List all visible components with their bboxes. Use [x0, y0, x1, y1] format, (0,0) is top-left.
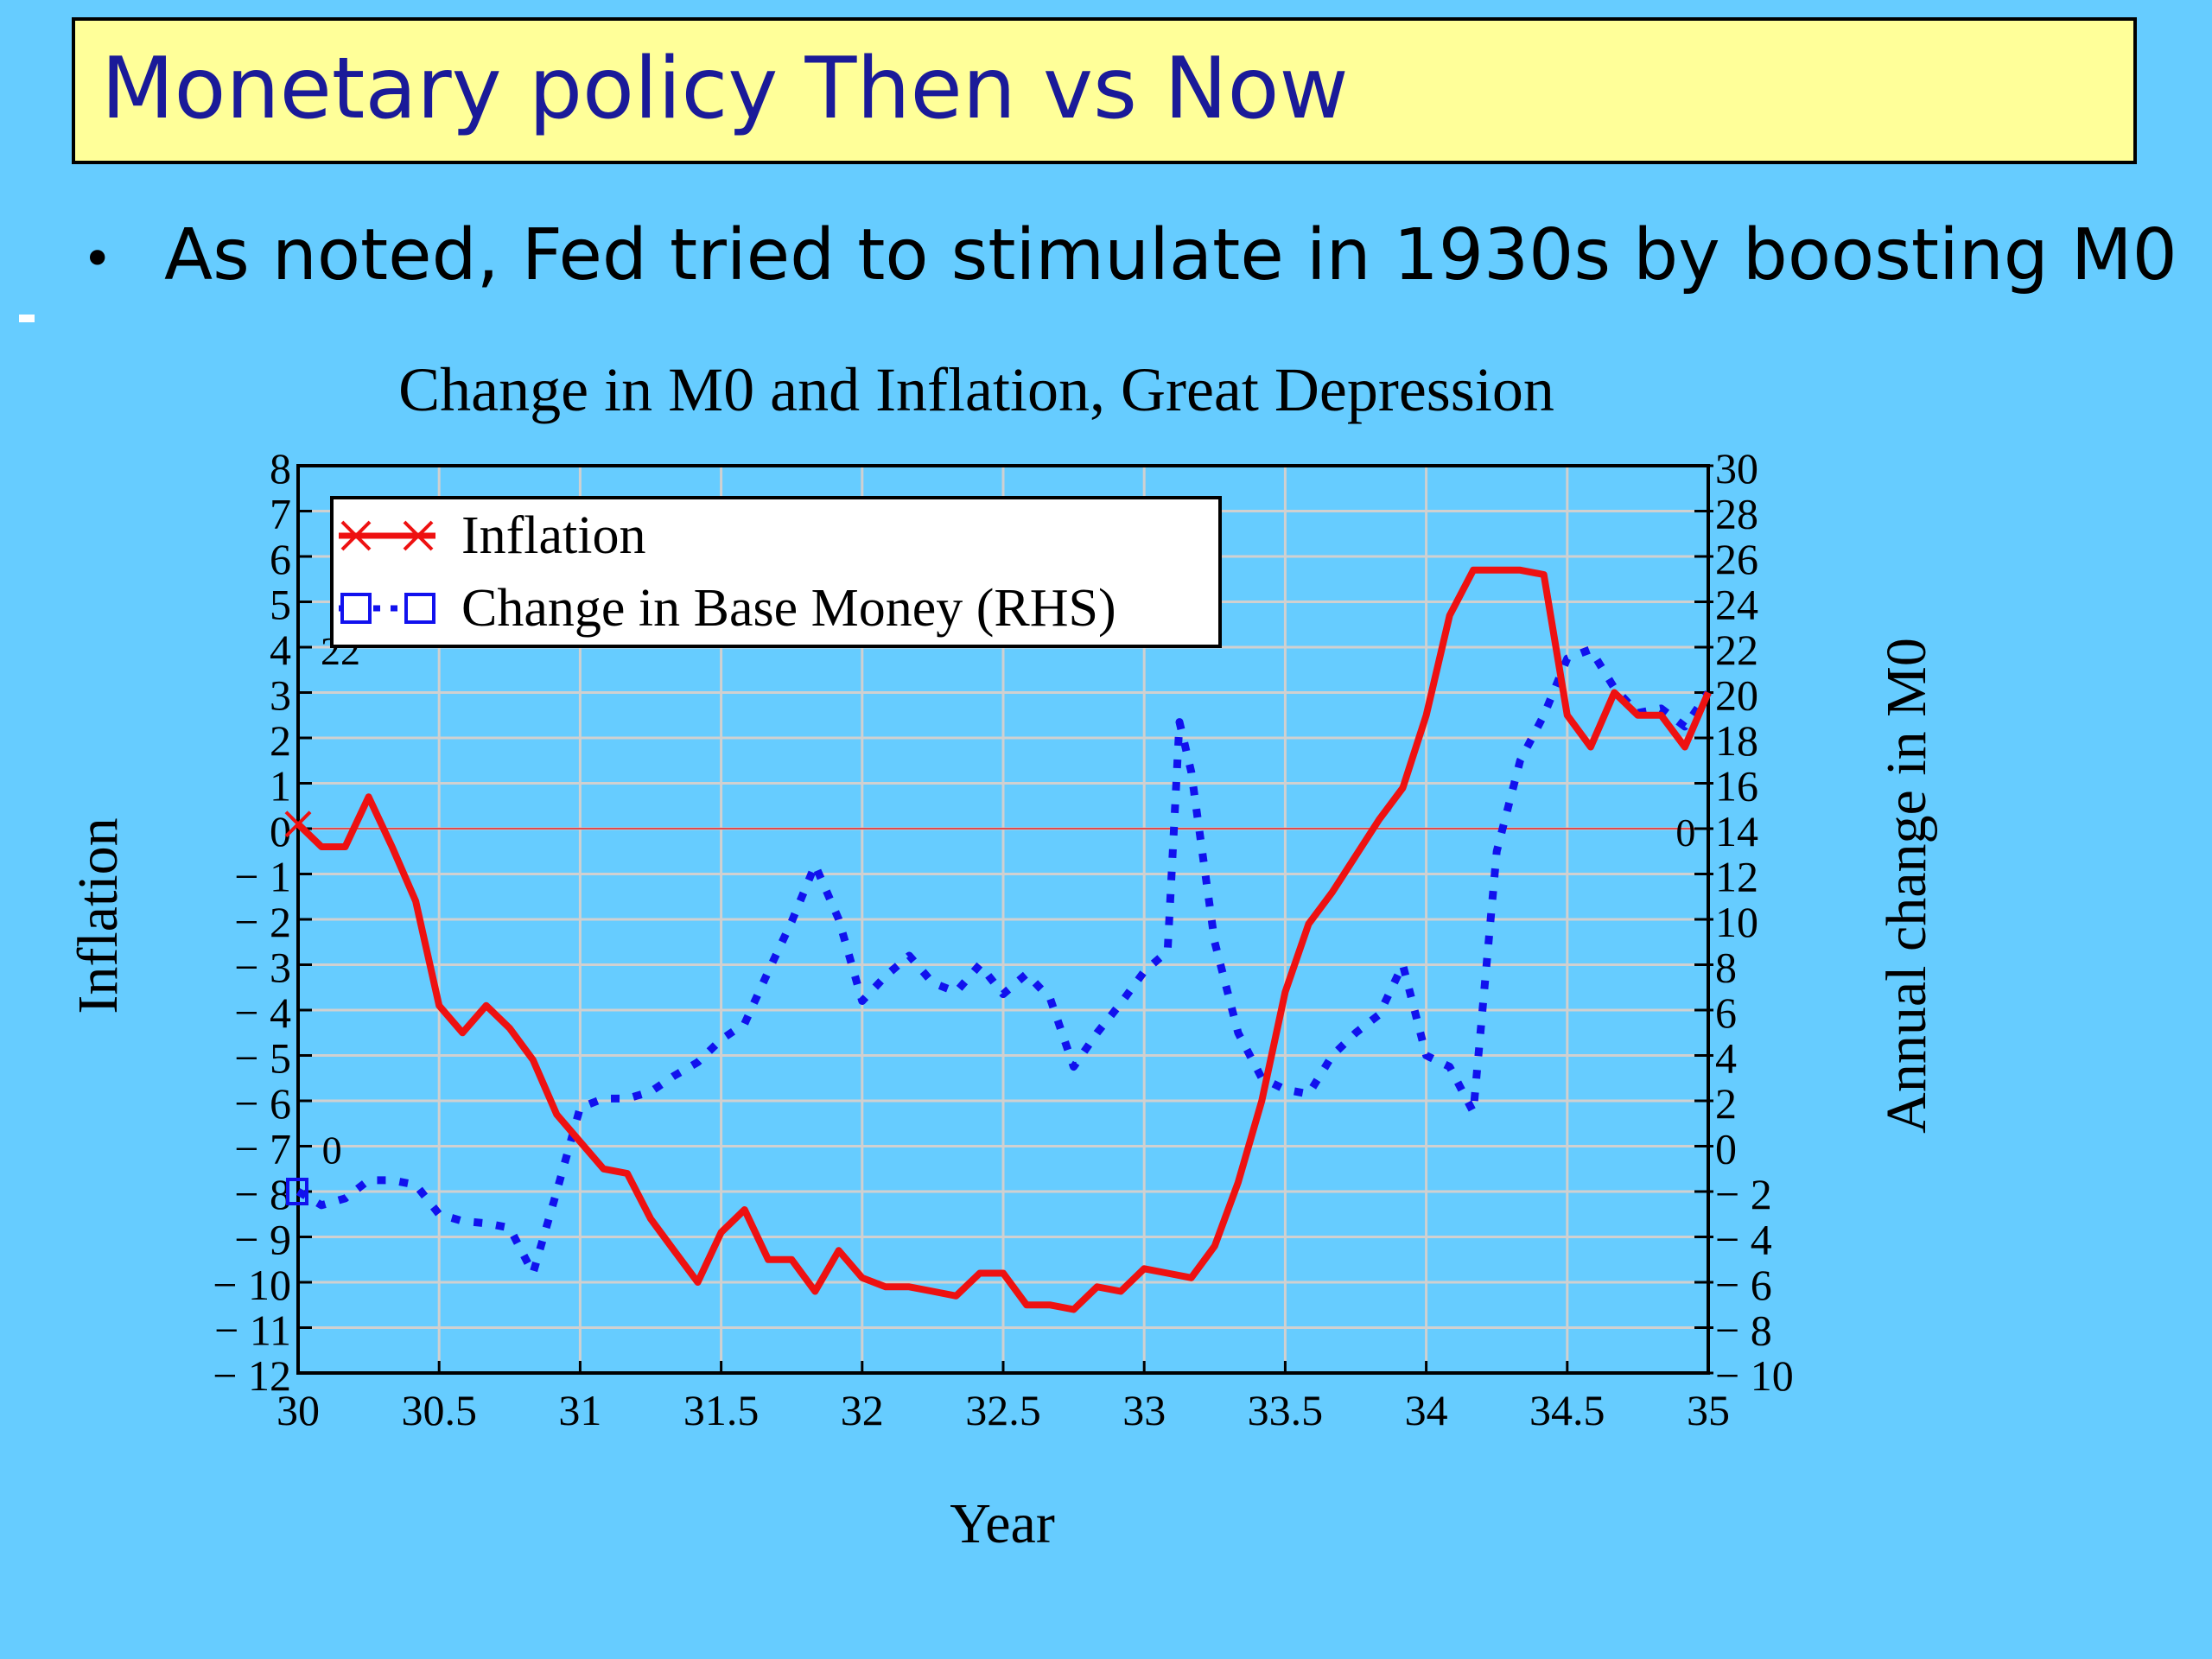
y-right-tick-label: − 4 [1715, 1216, 1772, 1264]
y-right-tick-label: 22 [1715, 626, 1758, 674]
chart-annotation: 0 [322, 1128, 342, 1173]
y-left-tick-label: − 2 [234, 898, 291, 946]
y-left-tick-label: − 6 [234, 1079, 291, 1128]
y-axis-label-right: Annual change in M0 [1875, 638, 1938, 1134]
x-tick-label: 32.5 [965, 1386, 1041, 1434]
y-left-tick-label: 6 [270, 535, 291, 583]
title-banner: Monetary policy Then vs Now [72, 17, 2137, 164]
series-line-inflation [296, 566, 1712, 1313]
series-marker-base-money [286, 1178, 308, 1205]
y-left-tick-label: 7 [270, 490, 291, 538]
x-tick-label: 33 [1122, 1386, 1166, 1434]
chart-annotation: 0 [1675, 810, 1695, 855]
x-tick-label: 34.5 [1529, 1386, 1605, 1434]
y-right-tick-label: 18 [1715, 716, 1758, 765]
x-tick-label: 30 [276, 1386, 320, 1434]
y-right-tick-label: 26 [1715, 535, 1758, 583]
y-left-tick-label: − 3 [234, 944, 291, 992]
y-left-tick-label: − 5 [234, 1034, 291, 1083]
legend-marker-inflation [403, 520, 434, 551]
slide-title: Monetary policy Then vs Now [101, 40, 1349, 138]
x-tick-label: 32 [841, 1386, 884, 1434]
legend-marker-base-money [404, 593, 435, 624]
legend-box [330, 496, 1222, 648]
y-right-tick-label: 2 [1715, 1079, 1737, 1128]
y-left-tick-label: 1 [270, 762, 291, 810]
y-right-tick-label: − 8 [1715, 1306, 1772, 1355]
y-right-tick-label: 10 [1715, 898, 1758, 946]
y-right-tick-label: 30 [1715, 444, 1758, 493]
y-left-tick-label: 2 [270, 716, 291, 765]
y-left-tick-label: − 11 [214, 1306, 291, 1355]
y-right-tick-label: 12 [1715, 853, 1758, 901]
y-right-tick-label: 28 [1715, 490, 1758, 538]
x-tick-label: 34 [1405, 1386, 1448, 1434]
y-left-tick-label: − 8 [234, 1170, 291, 1218]
y-left-tick-label: − 10 [213, 1261, 291, 1309]
legend-marker-inflation [340, 520, 372, 551]
y-left-tick-label: − 4 [234, 988, 291, 1037]
y-right-tick-label: 16 [1715, 762, 1758, 810]
y-left-tick-label: − 9 [234, 1216, 291, 1264]
series-marker-inflation [284, 810, 312, 838]
y-left-tick-label: − 7 [234, 1125, 291, 1173]
legend-marker-base-money [340, 593, 372, 624]
y-left-tick-label: 8 [270, 444, 291, 493]
x-tick-label: 35 [1687, 1386, 1730, 1434]
bullet-text: As noted, Fed tried to stimulate in 1930… [164, 214, 2177, 296]
y-right-tick-label: 20 [1715, 671, 1758, 720]
bullet-marker: • [82, 229, 113, 289]
y-right-tick-label: − 10 [1715, 1351, 1794, 1400]
y-right-tick-label: 0 [1715, 1125, 1737, 1173]
y-right-tick-label: − 6 [1715, 1261, 1772, 1309]
x-tick-label: 31 [558, 1386, 601, 1434]
y-right-tick-label: 6 [1715, 988, 1737, 1037]
x-axis-label: Year [950, 1492, 1055, 1555]
y-right-tick-label: 24 [1715, 581, 1758, 629]
y-right-tick-label: 14 [1715, 807, 1758, 855]
y-left-tick-label: − 12 [213, 1351, 291, 1400]
legend-label-inflation: Inflation [461, 506, 646, 565]
y-right-tick-label: 8 [1715, 944, 1737, 992]
legend-label-base-money: Change in Base Money (RHS) [461, 579, 1116, 638]
x-tick-label: 31.5 [683, 1386, 760, 1434]
y-left-tick-label: 3 [270, 671, 291, 720]
x-tick-label: 30.5 [401, 1386, 477, 1434]
series-line-base-money [296, 645, 1712, 1277]
decorative-mark [19, 315, 35, 322]
y-right-tick-label: 4 [1715, 1034, 1737, 1083]
y-left-tick-label: − 1 [234, 853, 291, 901]
y-left-tick-label: 4 [270, 626, 291, 674]
y-left-tick-label: 5 [270, 581, 291, 629]
y-right-tick-label: − 2 [1715, 1170, 1772, 1218]
x-tick-label: 33.5 [1248, 1386, 1324, 1434]
chart-title: Change in M0 and Inflation, Great Depres… [398, 355, 1554, 424]
y-axis-label-left: Inflation [67, 817, 130, 1014]
